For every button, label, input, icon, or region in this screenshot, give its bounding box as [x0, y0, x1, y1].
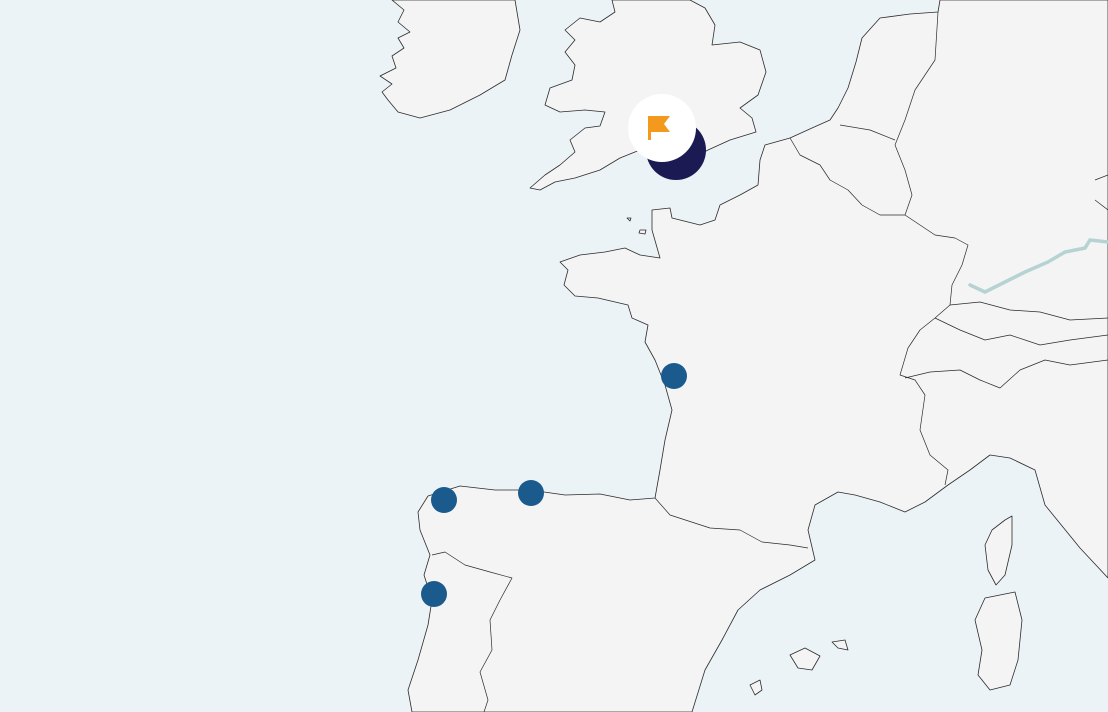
- location-marker[interactable]: [518, 480, 544, 506]
- flag-icon: [648, 116, 670, 140]
- river: [968, 238, 1108, 294]
- balearic-island: [749, 679, 763, 696]
- country-border: [949, 301, 1108, 321]
- country-border: [839, 124, 1108, 211]
- location-marker[interactable]: [421, 581, 447, 607]
- location-marker[interactable]: [431, 487, 457, 513]
- great-britain: [529, 0, 767, 191]
- balearic-island: [831, 639, 849, 651]
- country-border: [894, 11, 939, 216]
- channel-island: [638, 229, 647, 235]
- country-border: [934, 317, 1108, 346]
- country-border: [431, 551, 513, 712]
- continent: [407, 0, 1108, 712]
- country-border: [789, 137, 969, 486]
- country-border: [904, 359, 1108, 389]
- ireland: [379, 0, 521, 119]
- sardinia: [974, 591, 1023, 691]
- country-border: [654, 497, 809, 549]
- corsica: [984, 515, 1013, 586]
- location-marker[interactable]: [661, 363, 687, 389]
- channel-island: [626, 217, 632, 222]
- balearic-island: [789, 647, 821, 671]
